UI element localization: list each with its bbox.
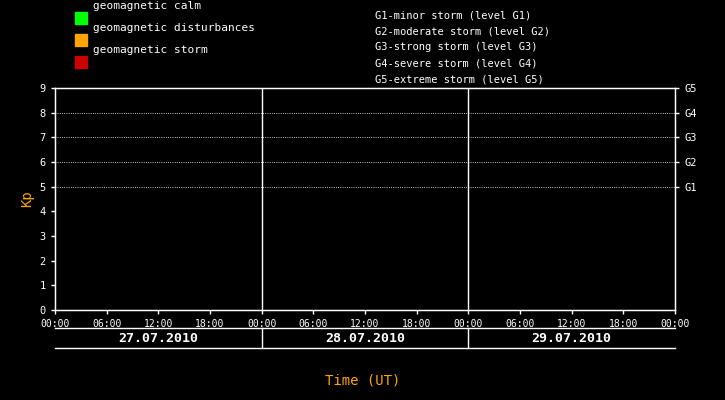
Text: geomagnetic calm: geomagnetic calm: [93, 1, 201, 11]
Text: G3-strong storm (level G3): G3-strong storm (level G3): [375, 42, 537, 52]
Text: geomagnetic disturbances: geomagnetic disturbances: [93, 23, 255, 33]
Text: geomagnetic storm: geomagnetic storm: [93, 45, 208, 55]
Text: G4-severe storm (level G4): G4-severe storm (level G4): [375, 58, 537, 68]
Text: G1-minor storm (level G1): G1-minor storm (level G1): [375, 10, 531, 20]
Text: 29.07.2010: 29.07.2010: [531, 332, 612, 344]
Y-axis label: Kp: Kp: [20, 191, 34, 207]
Text: 27.07.2010: 27.07.2010: [118, 332, 199, 344]
Text: Time (UT): Time (UT): [325, 373, 400, 387]
Text: G5-extreme storm (level G5): G5-extreme storm (level G5): [375, 74, 544, 84]
Text: G2-moderate storm (level G2): G2-moderate storm (level G2): [375, 26, 550, 36]
Text: 28.07.2010: 28.07.2010: [325, 332, 405, 344]
